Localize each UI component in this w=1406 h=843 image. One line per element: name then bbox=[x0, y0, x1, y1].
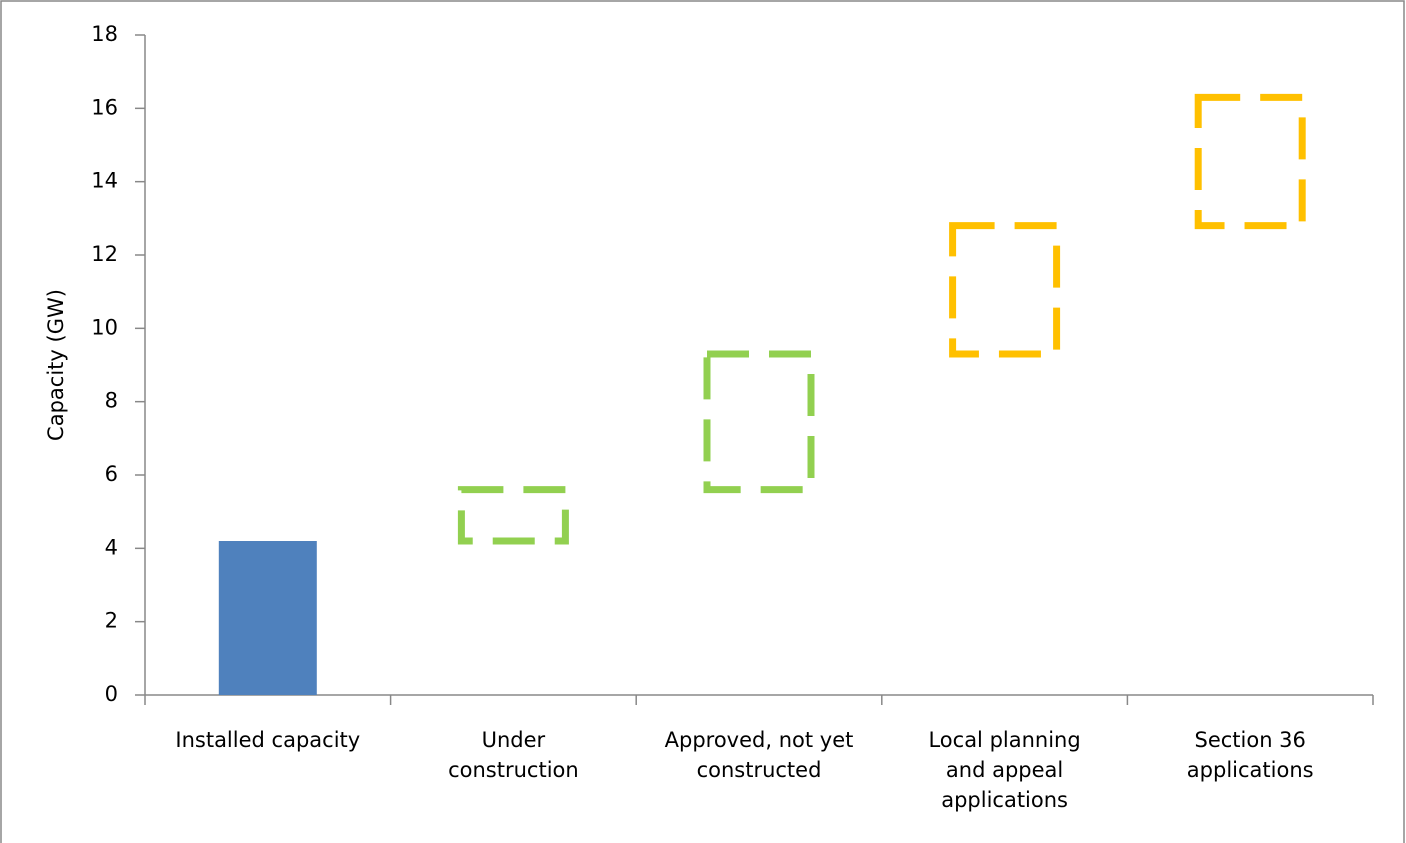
y-tick-label: 4 bbox=[105, 535, 118, 559]
x-tick-label: Section 36 applications bbox=[1187, 728, 1314, 782]
dashed-segment bbox=[949, 222, 1061, 358]
y-tick-label: 10 bbox=[91, 315, 118, 339]
x-tick-label-line: constructed bbox=[697, 758, 822, 782]
x-tick-label-line: Section 36 bbox=[1194, 728, 1305, 752]
dashed-segment bbox=[1194, 93, 1306, 230]
y-tick-label: 14 bbox=[91, 169, 118, 193]
y-tick-label: 0 bbox=[105, 682, 118, 706]
x-tick-label-line: and appeal bbox=[946, 758, 1063, 782]
x-tick-label: Under construction bbox=[448, 728, 579, 782]
x-tick-label: Installed capacity bbox=[175, 728, 360, 752]
y-tick-label: 2 bbox=[105, 609, 118, 633]
dashed-segment bbox=[457, 486, 569, 545]
x-tick-label: Local planning and appeal applications bbox=[928, 728, 1080, 812]
dashed-segment bbox=[703, 350, 815, 494]
x-tick-label-line: Under bbox=[482, 728, 546, 752]
x-tick-label-line: construction bbox=[448, 758, 579, 782]
y-tick-label: 12 bbox=[91, 242, 118, 266]
y-tick-label: 6 bbox=[105, 462, 118, 486]
x-tick-label-line: applications bbox=[1187, 758, 1314, 782]
y-tick-label: 16 bbox=[91, 95, 118, 119]
y-tick-label: 18 bbox=[91, 22, 118, 46]
x-tick-label-line: Local planning bbox=[928, 728, 1080, 752]
x-tick-label-line: applications bbox=[941, 788, 1068, 812]
x-tick-label: Approved, not yet constructed bbox=[665, 728, 854, 782]
bar bbox=[218, 541, 317, 695]
x-tick-label-line: Installed capacity bbox=[175, 728, 360, 752]
y-axis-title: Capacity (GW) bbox=[44, 289, 68, 441]
x-tick-label-line: Approved, not yet bbox=[665, 728, 854, 752]
y-tick-label: 8 bbox=[105, 389, 118, 413]
